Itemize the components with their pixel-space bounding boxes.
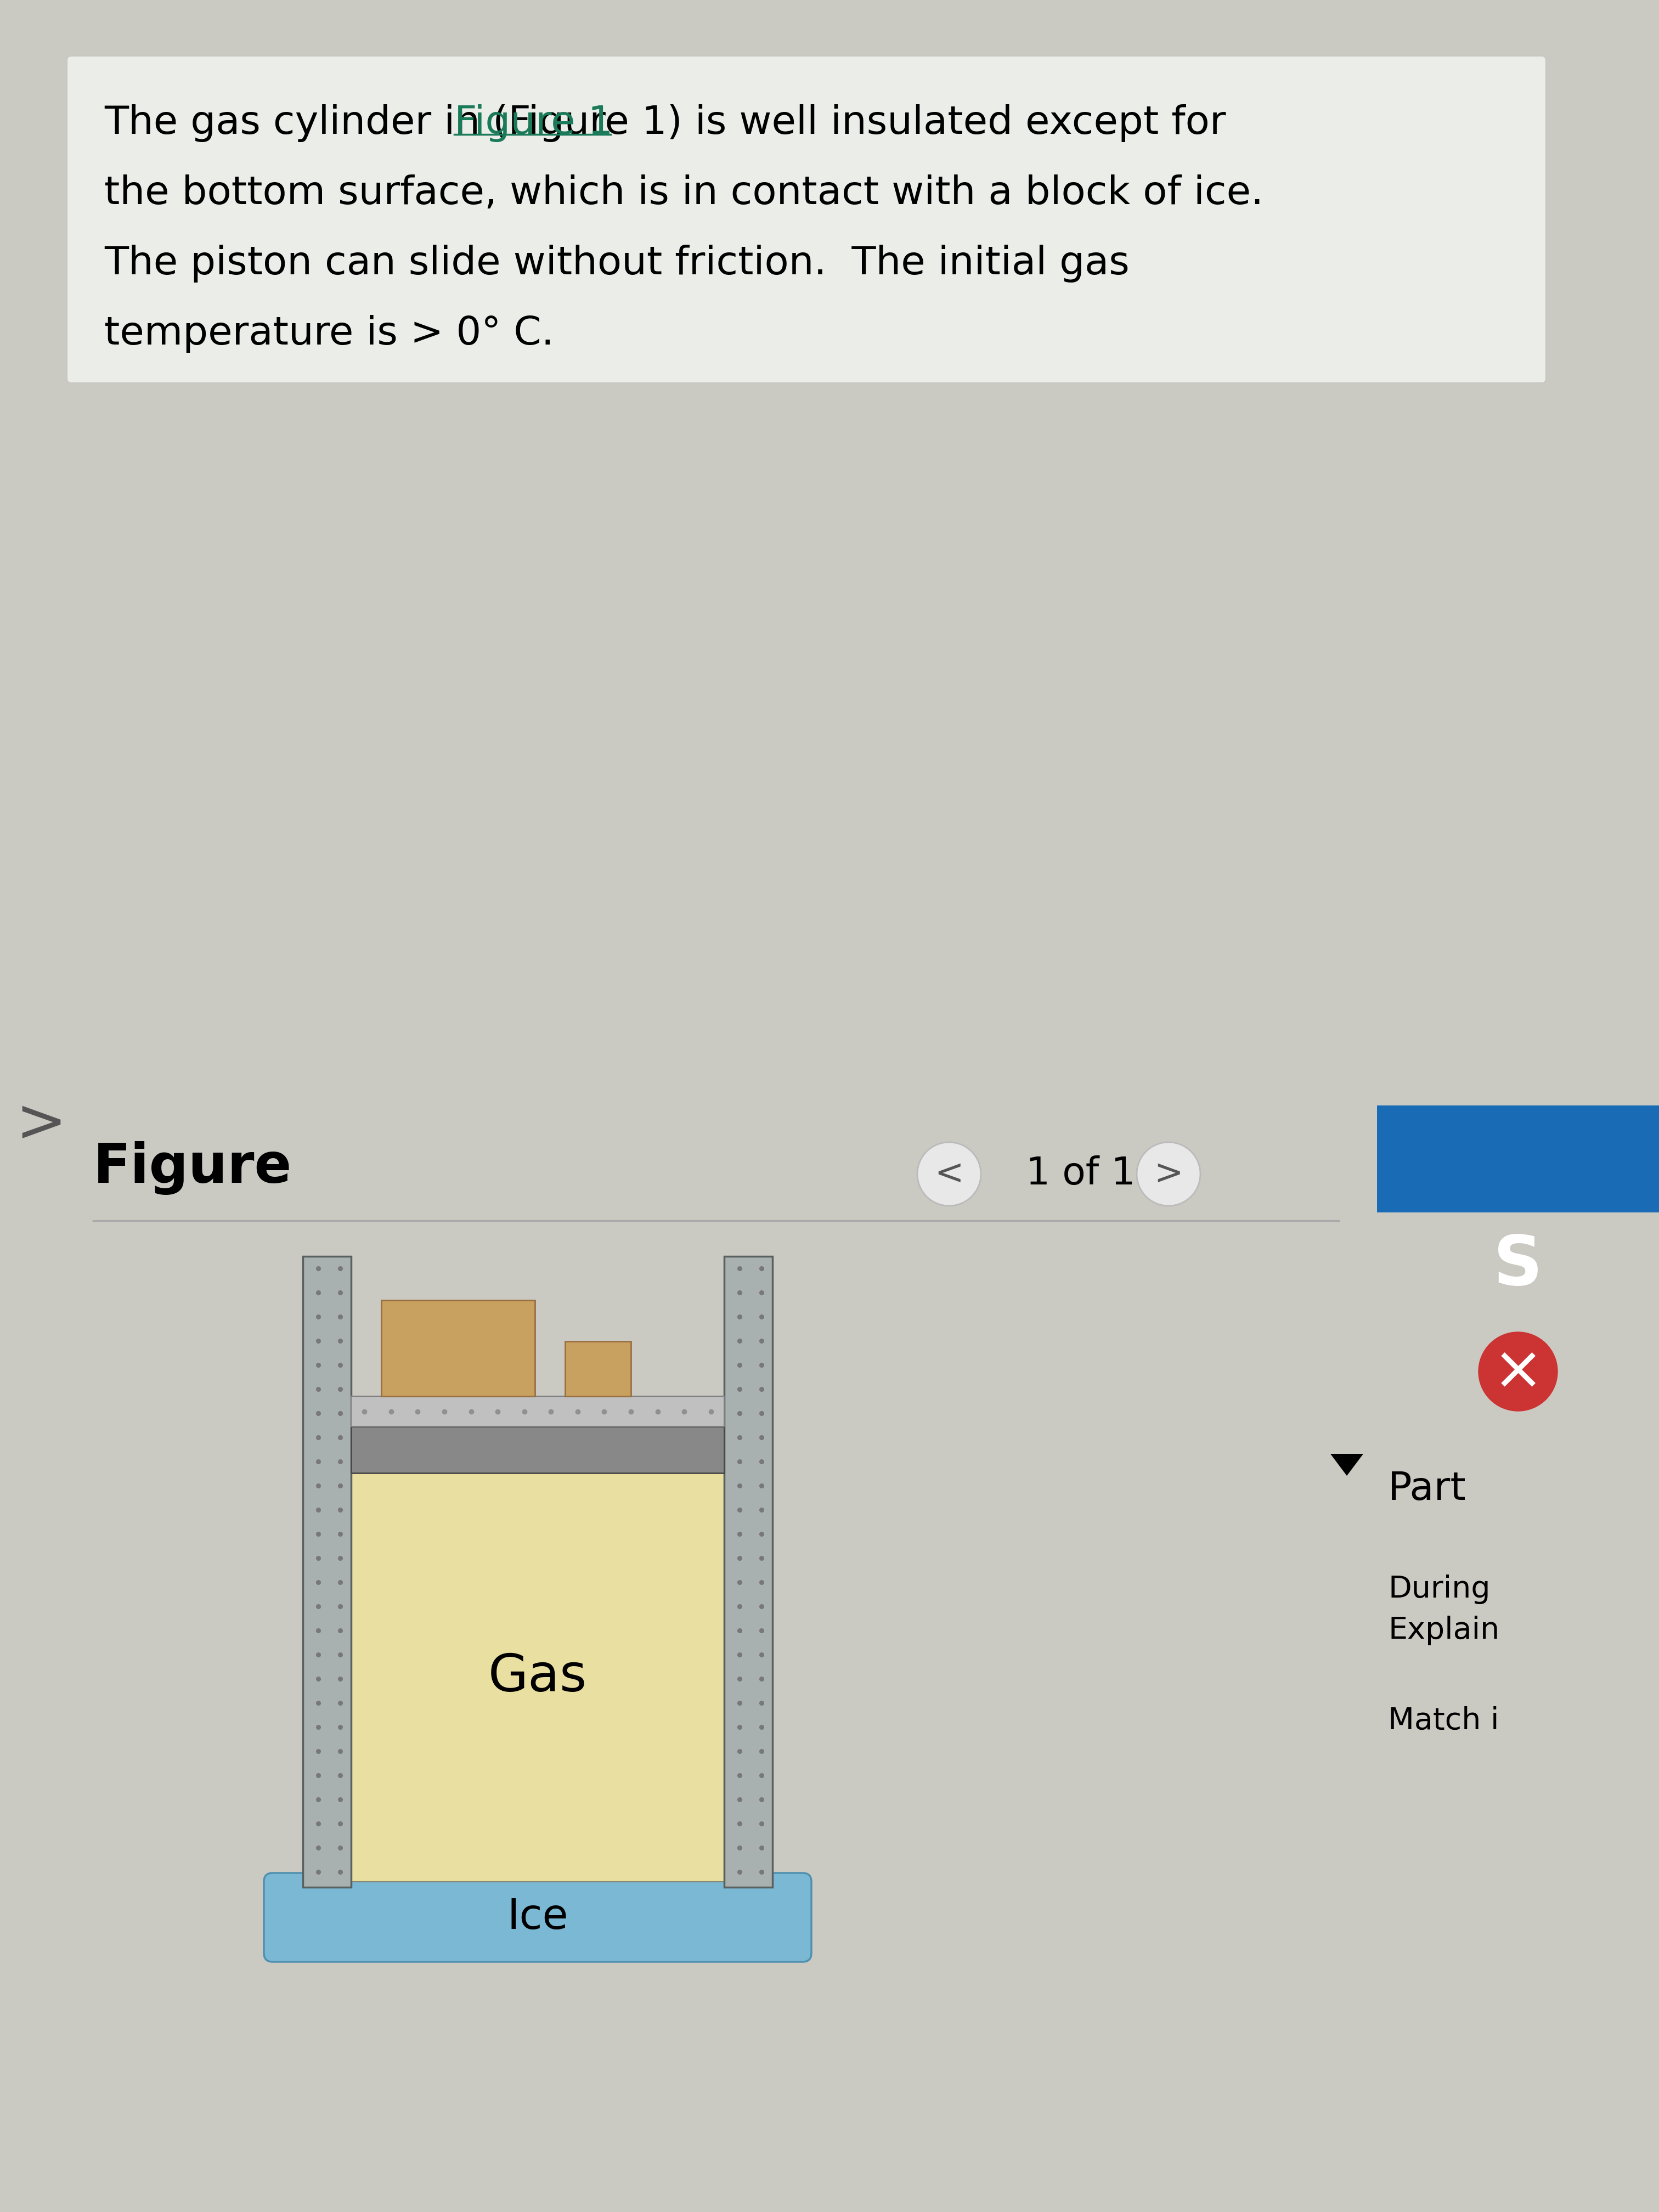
FancyBboxPatch shape <box>264 1874 811 1962</box>
Text: the bottom surface, which is in contact with a block of ice.: the bottom surface, which is in contact … <box>105 175 1264 212</box>
Text: Part: Part <box>1389 1471 1467 1509</box>
Text: Ice: Ice <box>508 1898 569 1938</box>
Text: S: S <box>1493 1232 1543 1298</box>
Bar <box>352 1427 725 1473</box>
Bar <box>725 1256 773 1887</box>
Text: temperature is > 0° C.: temperature is > 0° C. <box>105 314 554 352</box>
Circle shape <box>1478 1332 1558 1411</box>
Text: Figure: Figure <box>93 1141 292 1194</box>
Text: Match i: Match i <box>1389 1705 1500 1736</box>
Polygon shape <box>1331 1453 1364 1475</box>
Bar <box>566 1340 630 1396</box>
Text: ×: × <box>1493 1343 1543 1400</box>
FancyBboxPatch shape <box>66 55 1546 383</box>
Text: The gas cylinder in (Figure 1) is well insulated except for: The gas cylinder in (Figure 1) is well i… <box>105 104 1226 142</box>
Circle shape <box>1136 1141 1201 1206</box>
Text: >: > <box>1155 1157 1183 1190</box>
Text: >: > <box>15 1095 66 1155</box>
Bar <box>1377 1106 1659 1212</box>
Circle shape <box>917 1141 980 1206</box>
Bar <box>352 1473 725 1882</box>
Text: 1 of 1: 1 of 1 <box>1025 1155 1135 1192</box>
Bar <box>304 1256 352 1887</box>
Text: <: < <box>934 1157 964 1190</box>
Text: Figure 1: Figure 1 <box>455 104 614 142</box>
Text: Gas: Gas <box>488 1652 587 1703</box>
Bar <box>382 1301 534 1396</box>
Text: The piston can slide without friction.  The initial gas: The piston can slide without friction. T… <box>105 246 1130 283</box>
Bar <box>352 1396 725 1427</box>
Text: During
Explain: During Explain <box>1389 1575 1500 1646</box>
